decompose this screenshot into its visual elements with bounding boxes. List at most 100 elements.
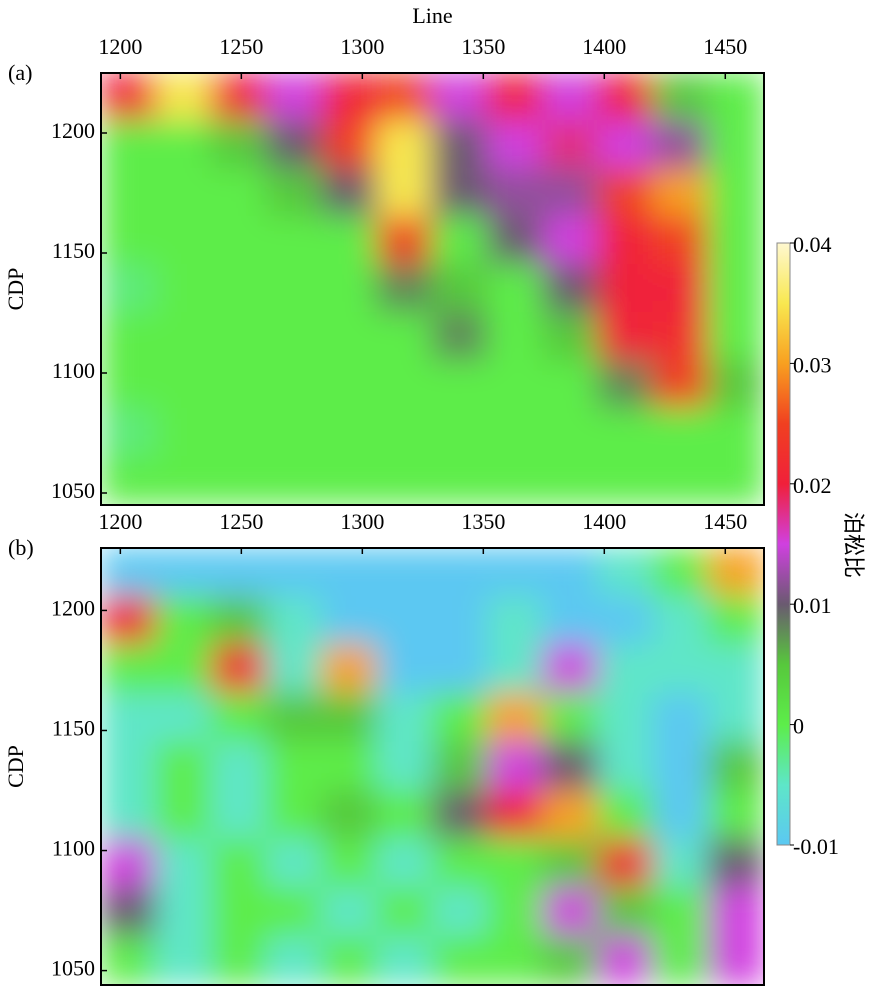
- heatmap-cell: [101, 216, 158, 266]
- heatmap-cell: [597, 644, 655, 695]
- heatmap-cell: [707, 886, 764, 938]
- heatmap-cell: [210, 360, 268, 410]
- x-tick-label: 1200: [98, 34, 142, 59]
- heatmap-cell: [321, 935, 379, 985]
- heatmap-cell: [265, 886, 323, 938]
- heatmap-cell: [542, 886, 600, 938]
- heatmap-cell: [210, 456, 268, 505]
- heatmap-cell: [707, 216, 764, 266]
- heatmap-cell: [101, 312, 158, 362]
- colorbar-tick-label: 0.03: [793, 352, 832, 377]
- heatmap-cell: [265, 935, 323, 985]
- heatmap-cell: [265, 408, 323, 458]
- heatmap-cell: [155, 935, 213, 985]
- heatmap-cell: [155, 73, 213, 122]
- heatmap-cell: [597, 408, 655, 458]
- heatmap-cell: [486, 595, 544, 647]
- heatmap-cell: [210, 789, 268, 841]
- heatmap-cell: [376, 168, 434, 218]
- heatmap-cell: [155, 838, 213, 889]
- heatmap-cell: [155, 456, 213, 505]
- heatmap-cell: [652, 168, 710, 218]
- heatmap-cell: [101, 168, 158, 218]
- heatmap-cell: [542, 935, 600, 985]
- heatmap-cell: [486, 264, 544, 314]
- x-tick-label: 1250: [219, 34, 263, 59]
- heatmap-cell: [265, 595, 323, 647]
- heatmap-cell: [101, 264, 158, 314]
- heatmap-cell: [597, 789, 655, 841]
- heatmap-cell: [210, 73, 268, 122]
- heatmap-cell: [486, 73, 544, 122]
- heatmap-cell: [486, 168, 544, 218]
- heatmap-cell: [101, 360, 158, 410]
- heatmap-cell: [210, 741, 268, 792]
- heatmap-cell: [707, 644, 764, 695]
- heatmap-cell: [652, 692, 710, 744]
- heatmap-cell: [652, 312, 710, 362]
- heatmap-cell: [652, 120, 710, 170]
- plot-frame: [100, 547, 765, 986]
- heatmap-cell: [321, 264, 379, 314]
- heatmap-cell: [101, 548, 158, 598]
- heatmap-cell: [707, 935, 764, 985]
- heatmap-cell: [155, 644, 213, 695]
- heatmap-cell: [376, 73, 434, 122]
- heatmap-cell: [321, 216, 379, 266]
- heatmap-cell: [542, 741, 600, 792]
- heatmap-cell: [542, 73, 600, 122]
- heatmap-cell: [652, 789, 710, 841]
- heatmap-cell: [101, 456, 158, 505]
- heatmap-cell: [376, 644, 434, 695]
- heatmap-cell: [376, 692, 434, 744]
- heatmap-cell: [652, 216, 710, 266]
- heatmap-cell: [597, 886, 655, 938]
- heatmap-cell: [210, 168, 268, 218]
- heatmap-cell: [376, 264, 434, 314]
- heatmap-cell: [486, 548, 544, 598]
- heatmap-cell: [210, 312, 268, 362]
- heatmap-cell: [376, 120, 434, 170]
- heatmap-cell: [542, 456, 600, 505]
- heatmap-cell: [707, 312, 764, 362]
- heatmap-cell: [376, 456, 434, 505]
- heatmap-cell: [265, 216, 323, 266]
- heatmap-cell: [376, 741, 434, 792]
- heatmap-cell: [101, 120, 158, 170]
- heatmap-cell: [101, 595, 158, 647]
- colorbar-tick-label: 0.04: [793, 232, 832, 257]
- heatmap-cell: [707, 741, 764, 792]
- colorbar-label: 泊松比: [840, 512, 865, 578]
- heatmap-cell: [597, 741, 655, 792]
- heatmap-cell: [321, 886, 379, 938]
- y-tick-label: 1100: [52, 358, 95, 383]
- heatmap-cell: [431, 73, 489, 122]
- heatmap-cell: [707, 692, 764, 744]
- heatmap-cell: [321, 456, 379, 505]
- colorbar-tick-label: 0: [793, 714, 804, 739]
- heatmap-cell: [376, 886, 434, 938]
- x-tick-label: 1300: [340, 509, 384, 534]
- heatmap-cell: [101, 741, 158, 792]
- heatmap-cell: [486, 216, 544, 266]
- heatmap-cell: [155, 789, 213, 841]
- heatmap-cell: [265, 360, 323, 410]
- heatmap-cell: [321, 644, 379, 695]
- heatmap-cell: [431, 168, 489, 218]
- heatmap-cell: [155, 886, 213, 938]
- heatmap-cell: [376, 548, 434, 598]
- heatmap-cell: [376, 595, 434, 647]
- heatmap-cell: [321, 168, 379, 218]
- heatmap-cell: [597, 168, 655, 218]
- heatmap-cell: [376, 789, 434, 841]
- heatmap-cell: [431, 886, 489, 938]
- heatmap-cell: [101, 886, 158, 938]
- heatmap-cell: [431, 456, 489, 505]
- heatmap-cell: [486, 886, 544, 938]
- heatmap-cell: [431, 595, 489, 647]
- heatmap-cell: [210, 692, 268, 744]
- y-tick-label: 1100: [52, 836, 95, 861]
- heatmap-cell: [486, 360, 544, 410]
- heatmap-cell: [707, 264, 764, 314]
